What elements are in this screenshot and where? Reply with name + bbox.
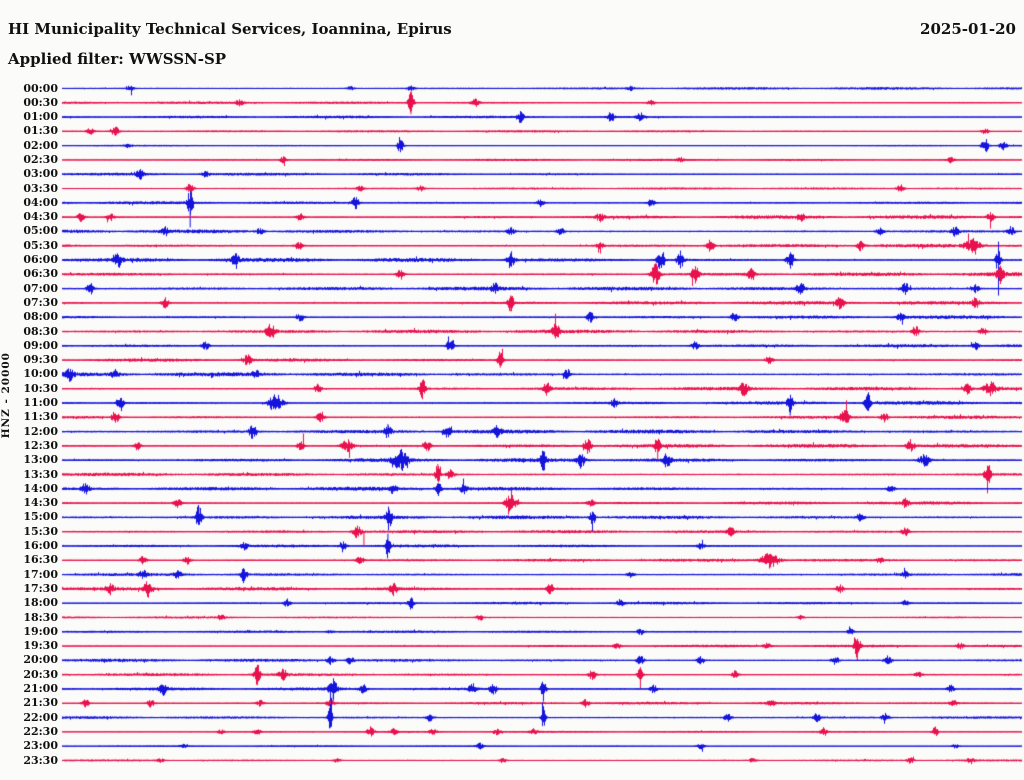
date-label: 2025-01-20 [920, 20, 1016, 38]
filter-label: Applied filter: WWSSN-SP [8, 50, 227, 68]
y-axis-label: HNZ - 20000 [0, 352, 12, 439]
page-title: HI Municipality Technical Services, Ioan… [8, 20, 452, 38]
y-axis-label-wrap: HNZ - 20000 [0, 352, 20, 472]
